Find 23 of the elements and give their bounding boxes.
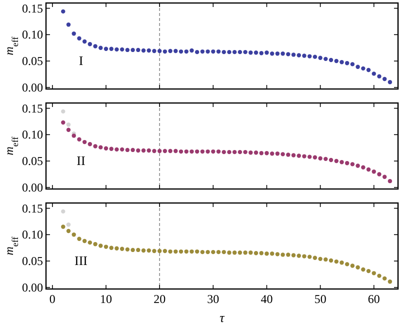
y-tick-label: 0.05 [22,154,43,168]
annotation: II [76,152,86,168]
y-tick-label: 0.15 [22,101,43,116]
y-tick-label: 0.05 [22,254,43,268]
x-tick-label: 10 [100,292,112,306]
x-tick-label: 50 [314,292,326,306]
x-axis-title: τ [220,310,226,325]
y-tick-label: 0.10 [22,28,43,42]
y-tick-label: 0.10 [22,128,43,142]
x-tick-label: 60 [368,292,380,306]
x-tick-label: 30 [207,292,220,306]
x-tick-label: 0 [49,292,56,306]
y-tick-label: 0.10 [22,228,43,242]
y-tick-label: 0.15 [22,201,43,216]
x-tick-label: 40 [260,292,273,306]
annotation: III [74,252,88,268]
y-tick-label: 0.05 [22,54,43,68]
annotation: I [78,52,84,68]
y-tick-label: 0.00 [22,80,43,94]
y-tick-label: 0.15 [22,1,43,16]
y-tick-label: 0.00 [22,280,43,294]
y-tick-label: 0.00 [22,180,43,194]
x-tick-label: 20 [154,292,166,306]
